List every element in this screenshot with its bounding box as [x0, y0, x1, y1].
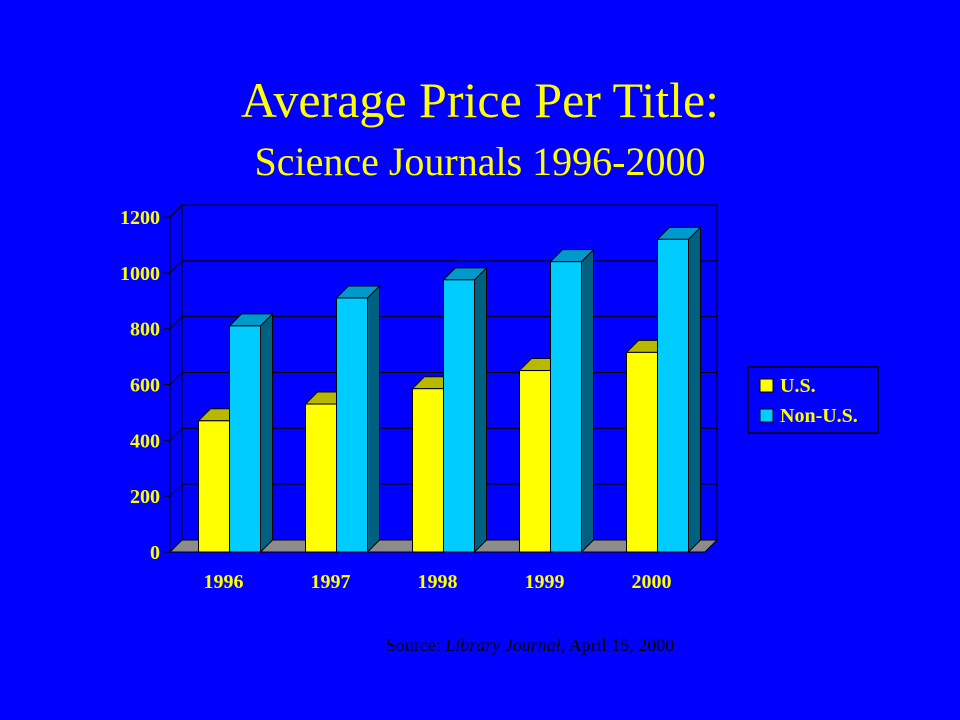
source-publication: Library Journal	[445, 635, 561, 655]
gridline-side	[169, 372, 183, 385]
gridline-side	[169, 483, 183, 497]
x-tick-label: 1999	[525, 571, 565, 593]
y-tick-label: 200	[130, 486, 160, 508]
bar-nonus-2000	[656, 226, 702, 554]
x-tick-label: 1998	[418, 571, 458, 593]
slide-title: Average Price Per Title:	[240, 72, 720, 128]
gridline-side	[169, 260, 183, 274]
y-tick-label: 600	[130, 375, 160, 397]
y-tick-label: 400	[130, 430, 160, 452]
bar-nonus-1996	[228, 312, 274, 554]
bar-nonus-1997	[335, 284, 381, 554]
legend-swatch	[759, 378, 774, 393]
source-prefix: Source:	[385, 635, 446, 655]
gridline-side	[169, 316, 183, 330]
legend-swatch	[759, 408, 774, 423]
gridline-side	[169, 427, 183, 441]
source-note: Source: Library Journal, April 15, 2000	[0, 633, 960, 657]
y-tick-label: 800	[130, 319, 160, 341]
source-suffix: , April 15, 2000	[560, 635, 675, 655]
slide-subtitle: Science Journals 1996-2000	[254, 139, 706, 184]
x-tick-label: 1997	[311, 571, 351, 593]
y-tick-label: 1200	[120, 207, 160, 229]
bar-nonus-1999	[549, 248, 595, 554]
y-tick-label: 0	[150, 542, 160, 564]
y-tick-label: 1000	[120, 263, 160, 285]
x-tick-label: 1996	[204, 571, 244, 593]
legend-label: U.S.	[780, 375, 816, 397]
legend-label: Non-U.S.	[780, 405, 858, 427]
bar-nonus-1998	[442, 266, 488, 554]
x-tick-label: 2000	[632, 571, 672, 593]
